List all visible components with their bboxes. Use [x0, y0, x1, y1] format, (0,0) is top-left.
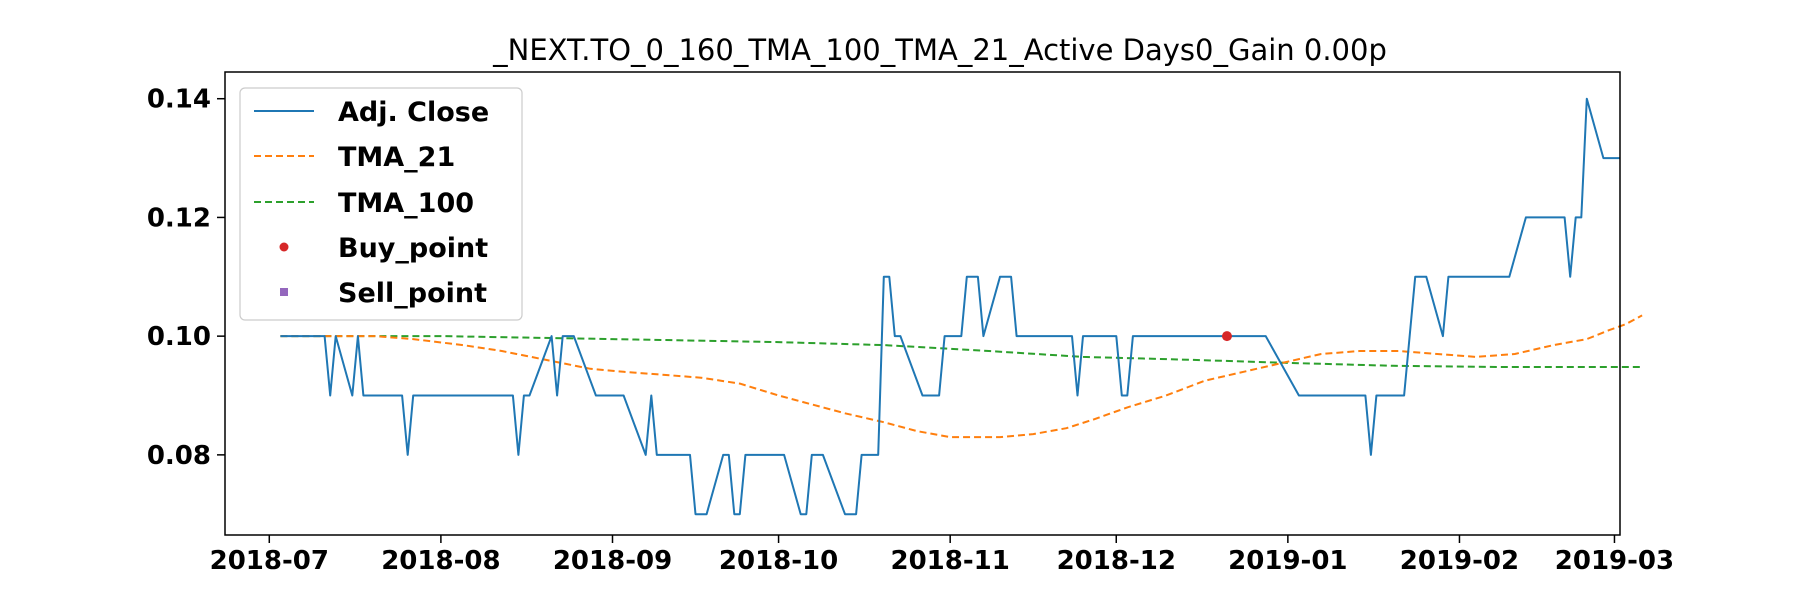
legend-buy-point-marker [279, 242, 289, 252]
y-tick-label: 0.10 [147, 322, 211, 352]
x-tick-label: 2019-02 [1400, 546, 1519, 576]
x-axis: 2018-07 2018-08 2018-09 2018-10 2018-11 2018-… [210, 535, 1674, 576]
legend: Adj. Close TMA_21 TMA_100 Buy_point Sell… [239, 87, 523, 321]
x-tick-label: 2019-03 [1555, 546, 1674, 576]
legend-sell-point-label: Sell_point [338, 278, 487, 309]
x-tick-label: 2018-09 [553, 546, 672, 576]
x-tick-label: 2019-01 [1228, 546, 1347, 576]
x-tick-label: 2018-12 [1057, 546, 1176, 576]
legend-adj-close-label: Adj. Close [338, 97, 489, 128]
y-axis: 0.08 0.10 0.12 0.14 [147, 85, 225, 471]
legend-buy-point-label: Buy_point [338, 233, 488, 264]
x-tick-label: 2018-08 [381, 546, 500, 576]
plot-area [280, 97, 1643, 516]
chart-title: _NEXT.TO_0_160_TMA_100_TMA_21_Active Day… [492, 33, 1387, 67]
x-tick-label: 2018-11 [891, 546, 1010, 576]
buy-point-marker [1221, 331, 1232, 342]
y-tick-label: 0.12 [147, 203, 211, 233]
series-line-adj-close [280, 97, 1620, 516]
x-tick-label: 2018-10 [719, 546, 838, 576]
legend-tma100-label: TMA_100 [338, 188, 474, 219]
x-tick-label: 2018-07 [210, 546, 329, 576]
y-tick-label: 0.08 [147, 441, 211, 471]
legend-tma21-label: TMA_21 [338, 142, 455, 173]
legend-sell-point-marker [280, 288, 288, 296]
series-line-tma-21 [280, 314, 1643, 439]
series-line-tma-100 [280, 335, 1643, 368]
axes-frame [224, 71, 1621, 536]
y-tick-label: 0.14 [147, 85, 211, 115]
legend-box [239, 87, 523, 321]
